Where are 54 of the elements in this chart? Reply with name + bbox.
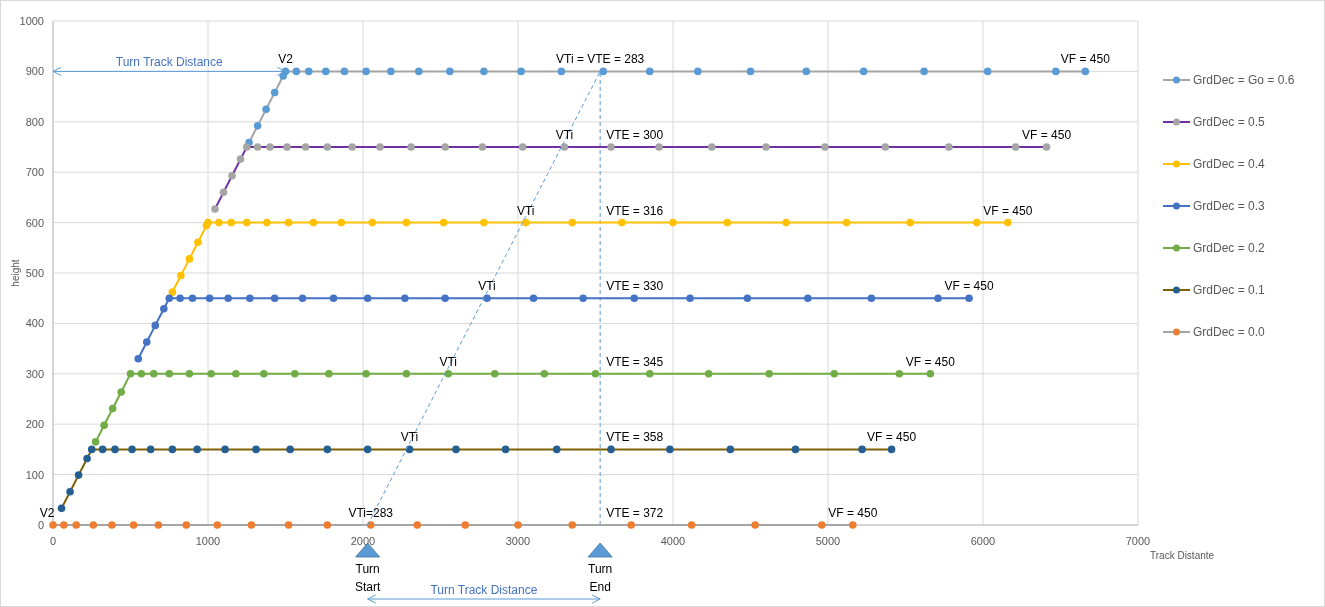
x-tick-label: 4000 bbox=[660, 535, 686, 547]
annotation: VTE = 358 bbox=[606, 430, 664, 445]
text: Turn Track Distance bbox=[430, 583, 538, 597]
text: Turn End bbox=[588, 562, 613, 594]
y-tick-label: 600 bbox=[25, 216, 44, 229]
annotation: VTi bbox=[400, 430, 419, 445]
x-axis-title: Track Distante bbox=[1150, 550, 1215, 561]
annotation: V2 bbox=[39, 506, 55, 520]
legend-label: GrdDec = 0.3 bbox=[1193, 199, 1266, 213]
y-tick-label: 300 bbox=[25, 367, 44, 380]
y-tick-label: 400 bbox=[25, 317, 44, 330]
x-tick-label: 6000 bbox=[970, 535, 996, 547]
y-tick-label: 1000 bbox=[19, 15, 44, 27]
annotation: VTE = 316 bbox=[606, 203, 664, 218]
x-tick-label: 3000 bbox=[505, 535, 531, 547]
y-tick-label: 100 bbox=[25, 468, 44, 481]
annotation: VF = 450 bbox=[867, 430, 917, 445]
y-tick-label: 900 bbox=[25, 65, 44, 78]
annotation: VF = 450 bbox=[905, 354, 956, 369]
annotation: VTE = 300 bbox=[606, 128, 664, 142]
y-tick-label: 800 bbox=[25, 115, 44, 128]
annotation: VTE = 330 bbox=[606, 279, 664, 294]
annotation: Turn Track Distance bbox=[115, 55, 224, 70]
annotation: VTi bbox=[439, 354, 458, 369]
y-tick-label: 0 bbox=[37, 519, 44, 531]
annotation: VTE = 345 bbox=[606, 354, 664, 369]
annotation: VTi = VTE = 283 bbox=[556, 52, 645, 67]
annotation: V2 bbox=[278, 52, 294, 67]
annotation: VF = 450 bbox=[828, 506, 878, 520]
x-tick-label: 1000 bbox=[195, 535, 221, 547]
annotation: VTi bbox=[516, 203, 535, 218]
annotation: VF = 450 bbox=[944, 279, 994, 294]
x-tick-label: 7000 bbox=[1125, 535, 1151, 547]
legend-label: GrdDec = 0.5 bbox=[1193, 115, 1266, 129]
annotation: VF = 450 bbox=[983, 203, 1033, 218]
x-tick-label: 0 bbox=[49, 535, 57, 547]
legend-label: GrdDec = Go = 0.6 bbox=[1193, 73, 1295, 87]
x-tick-label: 5000 bbox=[815, 535, 841, 547]
y-axis-title: height bbox=[10, 259, 21, 287]
annotation: VTi bbox=[555, 128, 574, 142]
legend-label: GrdDec = 0.2 bbox=[1193, 241, 1266, 255]
y-tick-label: 200 bbox=[25, 418, 44, 431]
y-tick-label: 500 bbox=[25, 267, 44, 279]
y-tick-label: 700 bbox=[25, 166, 44, 179]
legend-label: GrdDec = 0.4 bbox=[1193, 157, 1266, 171]
annotation: VTi=283 bbox=[348, 506, 394, 520]
legend-label: GrdDec = 0.1 bbox=[1193, 283, 1266, 297]
annotation: VTE = 372 bbox=[606, 506, 664, 520]
annotation: VTi bbox=[478, 279, 496, 294]
legend-label: GrdDec = 0.0 bbox=[1193, 325, 1266, 339]
x-tick-label: 2000 bbox=[350, 535, 376, 547]
text: Turn Start bbox=[354, 562, 381, 594]
annotation: VF = 450 bbox=[1060, 52, 1111, 67]
annotation: VF = 450 bbox=[1022, 128, 1072, 142]
